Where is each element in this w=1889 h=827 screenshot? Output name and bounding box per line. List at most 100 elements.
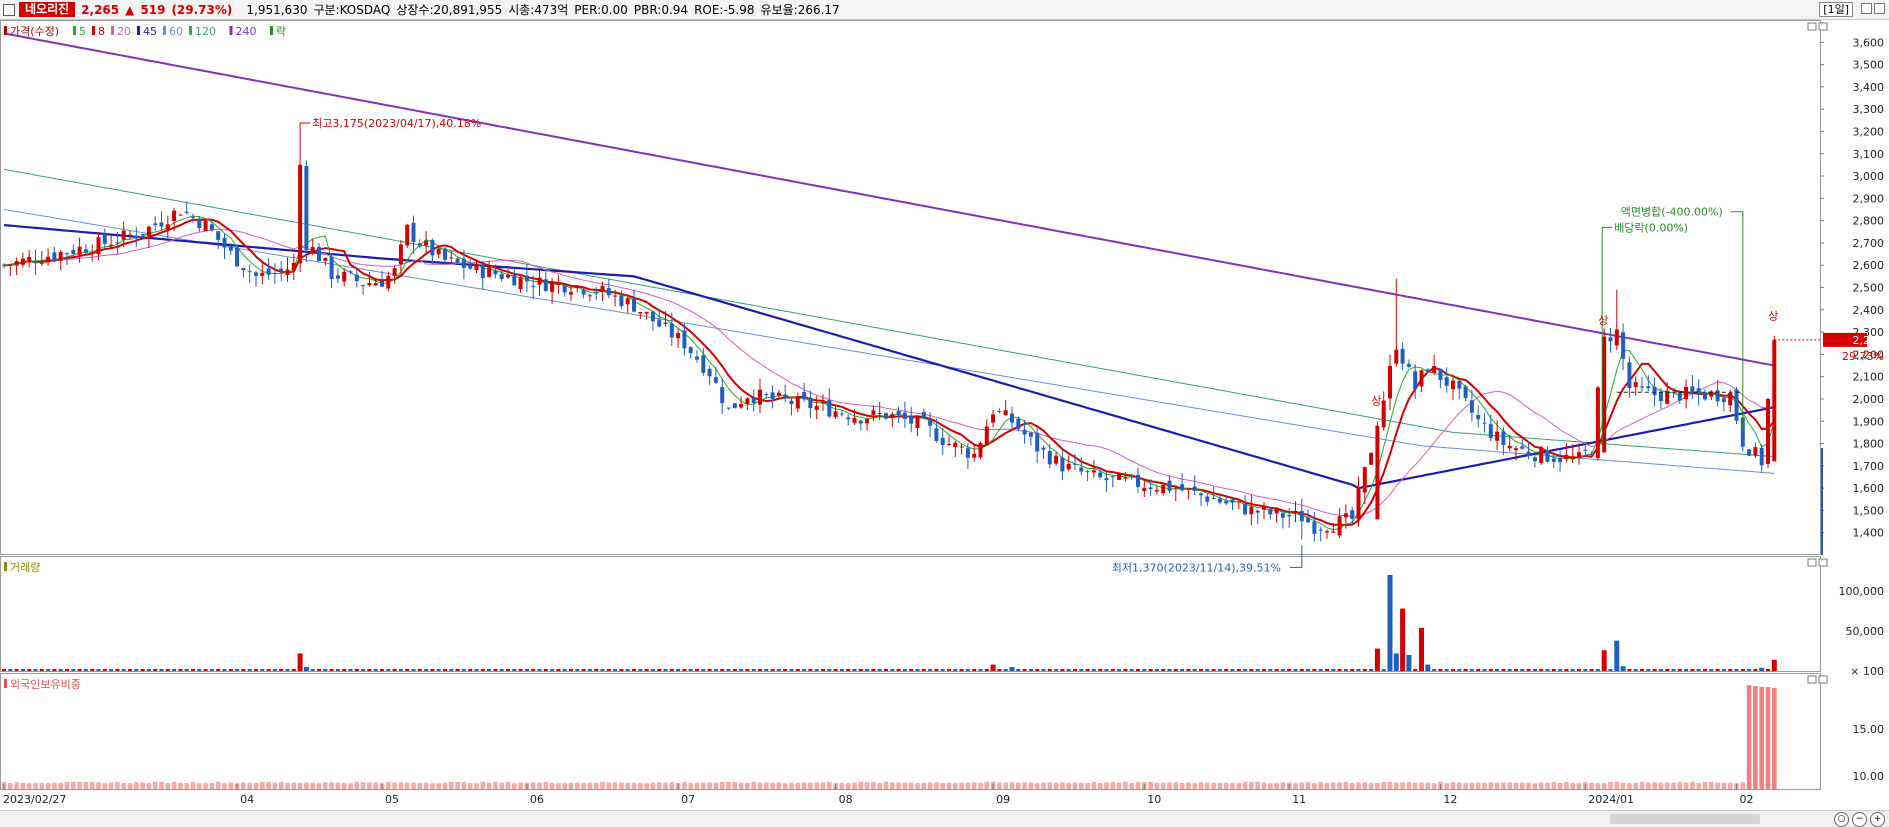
volume-bar [890,669,895,671]
foreign-ratio-bar [1280,782,1286,789]
volume-bar [726,669,731,671]
foreign-ratio-bar [965,782,971,789]
zoom-in-icon[interactable]: + [1870,812,1885,827]
horizontal-scrollbar[interactable]: ○ − + [0,810,1889,827]
volume-bar [1091,669,1096,671]
foreign-ratio-bar [20,782,26,789]
volume-bar [1362,669,1367,671]
foreign-ratio-bar [442,782,448,789]
foreign-ratio-bar [1658,782,1664,789]
volume-bar [8,669,13,671]
zoom-out-icon[interactable]: − [1852,812,1867,827]
candle-down [695,356,699,360]
candle-up [1614,329,1619,346]
checkbox-icon[interactable] [3,3,15,16]
foreign-ratio-bar [1223,782,1229,789]
volume-bar [254,669,258,671]
candle-up [1325,531,1329,533]
foreign-ratio-bar [272,782,278,789]
volume-bar [1457,669,1462,671]
price-change-pct: (29.73%) [171,2,233,17]
volume-bar [1728,669,1733,671]
period-selector[interactable]: [1일] [1819,2,1853,17]
minimize-icon[interactable] [1861,3,1872,14]
candle-down [443,248,447,260]
volume-bar [449,669,454,671]
volume-bar [1469,669,1474,671]
foreign-ratio-bar [1709,781,1714,789]
volume-bar [1413,669,1418,671]
volume-bar [96,669,101,671]
candle-up [342,271,347,282]
volume-bar [1451,669,1455,671]
volume-bar [795,669,800,671]
candle-down [1463,386,1468,399]
volume-bar [1514,669,1518,671]
foreign-ratio-bar [467,783,473,789]
candle-down [493,270,498,275]
low-label: 최저1,370(2023/11/14),39.51% [1112,561,1281,574]
foreign-ratio-bar [877,782,882,789]
foreign-ratio-bar [1242,781,1248,789]
date-label: 05 [385,793,399,806]
foreign-ratio-bar [222,783,227,789]
stock-name[interactable]: 네오리진 [19,2,76,17]
foreign-ratio-bar [480,781,486,789]
candle-up [1772,339,1777,462]
candle-up [1419,370,1424,387]
foreign-ratio-bar [1331,782,1336,789]
scroll-thumb[interactable] [1610,814,1760,824]
price-change: 519 [140,2,166,17]
candle-down [1469,400,1474,413]
foreign-ratio-bar [581,782,586,789]
foreign-ratio-bar [946,782,952,789]
volume-bar [228,669,233,671]
candle-down [858,420,863,424]
volume-bar [739,669,744,671]
foreign-ratio-bar [1337,782,1342,789]
volume-bar [1425,664,1431,671]
foreign-ratio-bar [1135,782,1141,789]
foreign-ratio-bar [1072,782,1078,789]
zoom-reset-icon[interactable]: ○ [1834,812,1849,827]
volume-bar [203,669,208,671]
candle-down [1268,509,1273,515]
legend-swatch [137,26,140,35]
candle-down [499,274,504,280]
candle-down [1280,513,1285,518]
volume-bar [58,669,63,671]
price-tick-label: 2,400 [1853,304,1885,317]
close-icon[interactable] [1874,3,1885,14]
volume-bar [1406,655,1412,671]
volume-bar [902,669,907,671]
foreign-ratio-bar [455,782,460,789]
volume-bar [972,669,977,671]
candle-up [953,442,958,448]
candle-down [33,260,38,264]
foreign-ratio-bar [1702,781,1708,789]
candle-up [1381,400,1386,428]
volume-bar [27,669,32,671]
volume-bar [191,669,195,671]
date-label: 02 [1740,793,1754,806]
legend-item: 가격(수정) [10,25,59,38]
volume-bar [751,669,756,671]
volume-bar [1488,669,1493,671]
date-label: 09 [996,793,1010,806]
volume-bar [417,669,422,671]
volume-bar [701,669,706,671]
volume-bar [1154,669,1159,671]
candle-up [518,277,523,290]
volume-bar [1640,669,1644,671]
foreign-ratio-bar [1236,783,1242,789]
foreign-ratio-bar [512,783,517,789]
foreign-ratio-bar [764,782,769,789]
volume-bar [317,669,321,671]
price-tick-label: 2,200 [1853,348,1885,361]
volume-bar [877,669,882,671]
foreign-ratio-bar [1261,782,1267,789]
foreign-ratio-bar [1690,782,1695,789]
volume-bar [1658,669,1663,671]
stock-chart[interactable]: 최고3,175(2023/04/17),40.18% 최저1,370(2023/1… [0,20,1889,810]
volume-bar [909,669,914,671]
